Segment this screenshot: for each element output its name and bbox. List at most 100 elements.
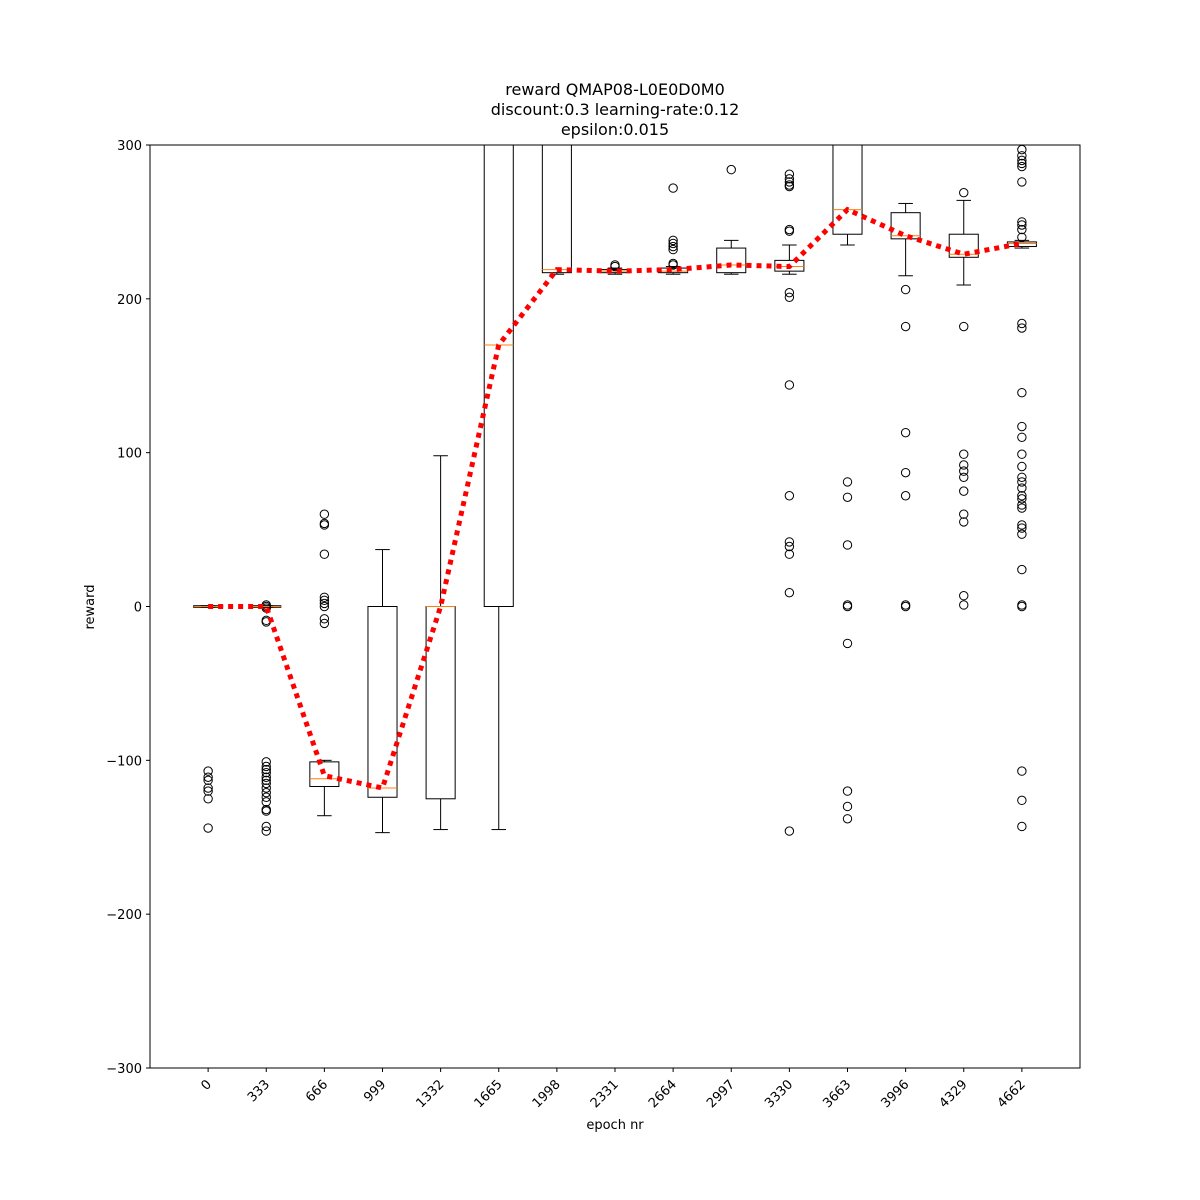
box <box>890 212 921 240</box>
flier-point <box>261 792 271 802</box>
flier-point <box>1017 318 1027 329</box>
flier-point <box>1017 432 1027 442</box>
box-group-4662 <box>1006 145 1037 832</box>
flier-point <box>1017 520 1027 530</box>
flier-point <box>959 460 969 470</box>
flier-point <box>261 797 271 807</box>
flier-point <box>784 169 795 179</box>
flier-point <box>1017 472 1027 482</box>
flier-point <box>319 618 330 629</box>
flier-point <box>203 772 213 782</box>
flier-point <box>959 449 969 459</box>
box <box>1006 241 1037 248</box>
flier-point <box>959 486 969 496</box>
box <box>425 606 456 800</box>
flier-point <box>842 477 853 487</box>
title-line-1: reward QMAP08-L0E0D0M0 <box>505 80 725 99</box>
flier-point <box>784 549 795 559</box>
box <box>309 761 340 787</box>
y-tick-label: 300 <box>117 139 142 154</box>
flier-point <box>1017 461 1027 472</box>
y-tick-label: 100 <box>117 447 142 462</box>
flier-point <box>261 826 271 836</box>
box-group-2664 <box>658 183 689 275</box>
flier-point <box>319 614 330 624</box>
x-tick-label: 4329 <box>937 1077 971 1111</box>
flier-point <box>319 592 330 602</box>
box <box>367 606 398 798</box>
title-line-3: epsilon:0.015 <box>561 120 669 139</box>
flier-point <box>900 467 911 478</box>
flier-point <box>203 783 213 793</box>
mean-line <box>208 206 1023 791</box>
flier-point <box>1017 161 1027 172</box>
flier-point <box>842 786 853 796</box>
flier-point <box>842 492 853 502</box>
flier-point <box>842 814 853 824</box>
x-tick-label: 2331 <box>588 1077 622 1111</box>
flier-point <box>842 601 853 612</box>
flier-point <box>261 806 271 816</box>
flier-point <box>1017 224 1027 235</box>
flier-point <box>1017 158 1027 169</box>
flier-point <box>784 174 795 184</box>
flier-point <box>1017 477 1027 487</box>
x-tick-label: 4662 <box>995 1077 1029 1111</box>
box-group-2997 <box>716 164 747 275</box>
flier-point <box>668 260 678 270</box>
flier-point <box>261 775 271 786</box>
flier-point <box>1017 564 1027 575</box>
flier-point <box>900 321 911 332</box>
flier-point <box>668 235 678 246</box>
box-group-1665 <box>483 145 514 831</box>
flier-point <box>959 321 969 332</box>
y-tick-label: −200 <box>106 908 142 923</box>
flier-point <box>203 775 213 786</box>
flier-point <box>1017 323 1027 333</box>
flier-point <box>900 284 911 295</box>
flier-point <box>203 823 213 833</box>
box-group-4329 <box>948 187 979 610</box>
flier-point <box>203 786 213 796</box>
flier-point <box>1017 766 1027 776</box>
box <box>832 145 863 235</box>
flier-point <box>203 794 213 804</box>
flier-point <box>261 783 271 793</box>
flier-point <box>668 238 678 249</box>
flier-point <box>261 767 271 778</box>
flier-point <box>959 600 969 610</box>
flier-point <box>261 757 271 767</box>
flier-point <box>261 772 271 782</box>
y-tick-label: −300 <box>106 1062 142 1077</box>
flier-point <box>1017 151 1027 161</box>
x-tick-label: 1332 <box>413 1077 447 1111</box>
flier-point <box>959 517 969 527</box>
flier-point <box>319 549 330 559</box>
x-tick-label: 3996 <box>878 1077 912 1111</box>
flier-point <box>261 787 271 798</box>
flier-point <box>1017 232 1027 243</box>
flier-point <box>784 491 795 501</box>
flier-point <box>319 598 330 609</box>
flier-point <box>319 509 330 519</box>
box <box>541 145 572 274</box>
box-group-666 <box>309 509 340 817</box>
box-group-0 <box>193 605 224 833</box>
box-group-2331 <box>599 260 631 275</box>
flier-point <box>900 491 911 501</box>
title-line-2: discount:0.3 learning-rate:0.12 <box>491 100 740 119</box>
flier-point <box>784 541 795 552</box>
flier-point <box>1017 494 1027 504</box>
box-group-333 <box>251 600 282 836</box>
y-tick-label: 200 <box>117 293 142 308</box>
flier-point <box>726 164 736 175</box>
x-tick-label: 3330 <box>762 1077 796 1111</box>
flier-point <box>842 540 853 550</box>
flier-point <box>1017 177 1027 187</box>
flier-point <box>610 261 620 272</box>
flier-point <box>784 826 795 836</box>
x-tick-label: 3663 <box>820 1077 854 1111</box>
flier-point <box>1017 387 1027 398</box>
flier-point <box>1017 217 1027 227</box>
x-tick-label: 666 <box>303 1077 331 1105</box>
